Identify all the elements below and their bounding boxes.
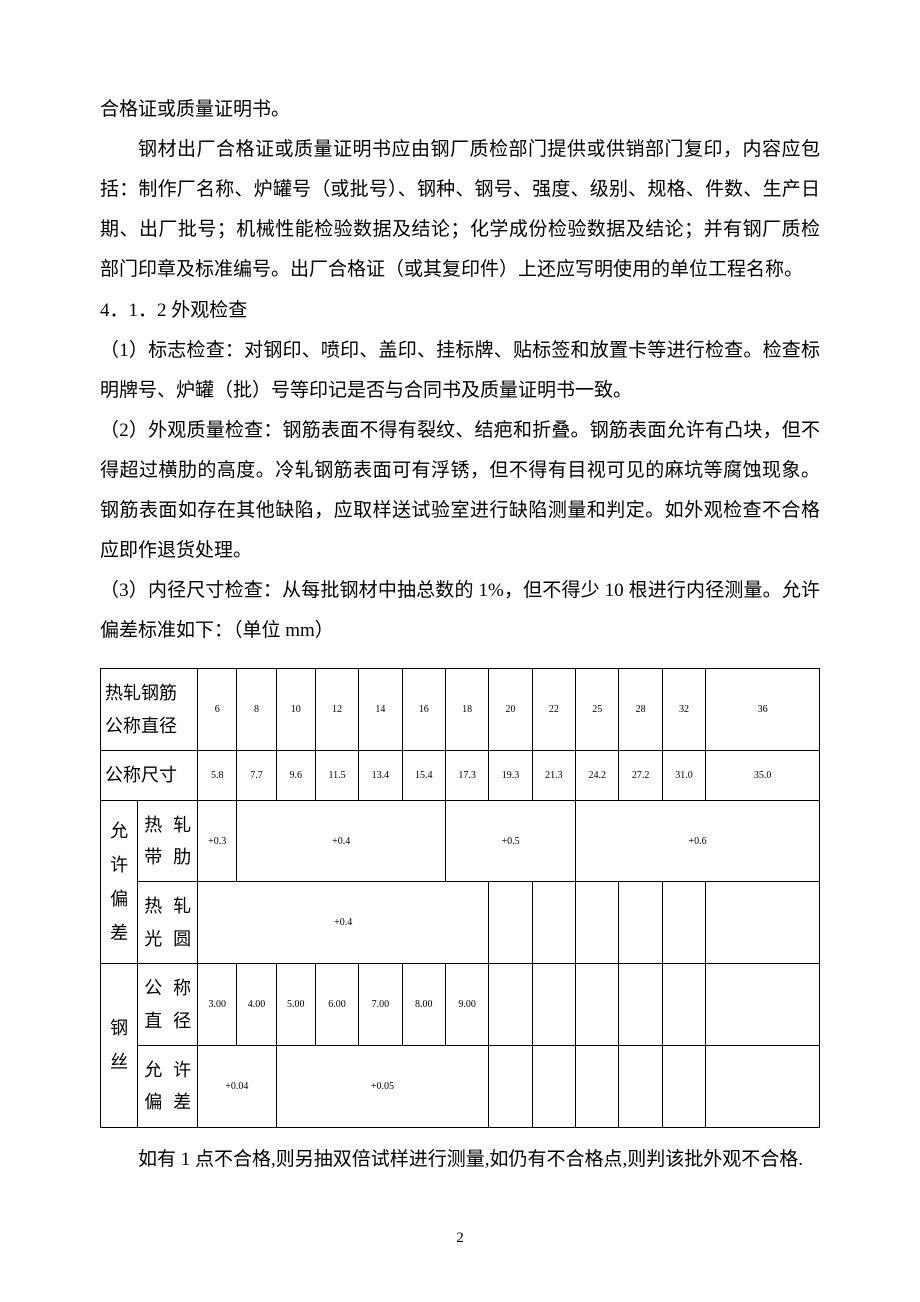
- header-plain: 热轧光圆: [138, 882, 198, 964]
- cell: [706, 882, 820, 964]
- paragraph-4: （1）标志检查：对钢印、喷印、盖印、挂标牌、贴标签和放置卡等进行检查。检查标明牌…: [100, 331, 820, 411]
- header-wire-tol: 允许偏差: [138, 1045, 198, 1127]
- cell: 24.2: [576, 751, 619, 800]
- cell: 36: [706, 669, 820, 751]
- cell: 9.00: [445, 964, 488, 1046]
- paragraph-1: 合格证或质量证明书。: [100, 90, 820, 130]
- cell: [619, 964, 662, 1046]
- cell: 12: [315, 669, 358, 751]
- cell: [489, 1045, 532, 1127]
- cell: [662, 882, 705, 964]
- paragraph-7: 如有 1 点不合格,则另抽双倍试样进行测量,如仍有不合格点,则判该批外观不合格.: [100, 1140, 820, 1180]
- cell: 6: [198, 669, 237, 751]
- cell: 9.6: [276, 751, 315, 800]
- cell: [619, 882, 662, 964]
- header-nominal-size: 公称尺寸: [101, 751, 198, 800]
- table-row: 钢丝 公称直径 3.00 4.00 5.00 6.00 7.00 8.00 9.…: [101, 964, 820, 1046]
- section-heading: 4．1．2 外观检查: [100, 291, 820, 331]
- cell: 8.00: [402, 964, 445, 1046]
- cell: 27.2: [619, 751, 662, 800]
- cell: 15.4: [402, 751, 445, 800]
- cell: 5.8: [198, 751, 237, 800]
- cell: 19.3: [489, 751, 532, 800]
- cell: +0.05: [276, 1045, 489, 1127]
- table-row: 公称尺寸 5.8 7.7 9.6 11.5 13.4 15.4 17.3 19.…: [101, 751, 820, 800]
- header-tolerance: 允许偏差: [101, 800, 138, 964]
- header-wire-dia: 公称直径: [138, 964, 198, 1046]
- cell: 18: [445, 669, 488, 751]
- cell: +0.4: [237, 800, 446, 882]
- cell: 17.3: [445, 751, 488, 800]
- cell: [576, 882, 619, 964]
- cell: [576, 1045, 619, 1127]
- cell: 7.00: [359, 964, 402, 1046]
- paragraph-6: （3）内径尺寸检查：从每批钢材中抽总数的 1%，但不得少 10 根进行内径测量。…: [100, 571, 820, 651]
- cell: +0.6: [576, 800, 820, 882]
- cell: [662, 964, 705, 1046]
- cell: 4.00: [237, 964, 276, 1046]
- cell: 11.5: [315, 751, 358, 800]
- cell: +0.04: [198, 1045, 277, 1127]
- document-body: 合格证或质量证明书。 钢材出厂合格证或质量证明书应由钢厂质检部门提供或供销部门复…: [100, 90, 820, 1180]
- cell: [619, 1045, 662, 1127]
- cell: [532, 964, 575, 1046]
- table-row: 热轧钢筋公称直径 6 8 10 12 14 16 18 20 22 25 28 …: [101, 669, 820, 751]
- cell: 14: [359, 669, 402, 751]
- header-wire: 钢丝: [101, 964, 138, 1128]
- cell: 6.00: [315, 964, 358, 1046]
- cell: 13.4: [359, 751, 402, 800]
- cell: 7.7: [237, 751, 276, 800]
- header-nominal-dia: 热轧钢筋公称直径: [101, 669, 198, 751]
- cell: 16: [402, 669, 445, 751]
- cell: [576, 964, 619, 1046]
- cell: 10: [276, 669, 315, 751]
- cell: [489, 964, 532, 1046]
- cell: 3.00: [198, 964, 237, 1046]
- cell: [532, 1045, 575, 1127]
- cell: 22: [532, 669, 575, 751]
- cell: 35.0: [706, 751, 820, 800]
- cell: 20: [489, 669, 532, 751]
- cell: 8: [237, 669, 276, 751]
- header-ribbed: 热轧带肋: [138, 800, 198, 882]
- cell: [489, 882, 532, 964]
- table-row: 允许偏差 热轧带肋 +0.3 +0.4 +0.5 +0.6: [101, 800, 820, 882]
- cell: 21.3: [532, 751, 575, 800]
- cell: +0.5: [445, 800, 575, 882]
- cell: [706, 1045, 820, 1127]
- cell: [532, 882, 575, 964]
- cell: 5.00: [276, 964, 315, 1046]
- page-number: 2: [0, 1230, 920, 1247]
- cell: [706, 964, 820, 1046]
- cell: 25: [576, 669, 619, 751]
- cell: 28: [619, 669, 662, 751]
- tolerance-table: 热轧钢筋公称直径 6 8 10 12 14 16 18 20 22 25 28 …: [100, 668, 820, 1127]
- paragraph-5: （2）外观质量检查：钢筋表面不得有裂纹、结疤和折叠。钢筋表面允许有凸块，但不得超…: [100, 411, 820, 571]
- table-row: 热轧光圆 +0.4: [101, 882, 820, 964]
- cell: 31.0: [662, 751, 705, 800]
- cell: +0.4: [198, 882, 489, 964]
- cell: [662, 1045, 705, 1127]
- paragraph-2: 钢材出厂合格证或质量证明书应由钢厂质检部门提供或供销部门复印，内容应包括：制作厂…: [100, 130, 820, 290]
- cell: 32: [662, 669, 705, 751]
- cell: +0.3: [198, 800, 237, 882]
- table-row: 允许偏差 +0.04 +0.05: [101, 1045, 820, 1127]
